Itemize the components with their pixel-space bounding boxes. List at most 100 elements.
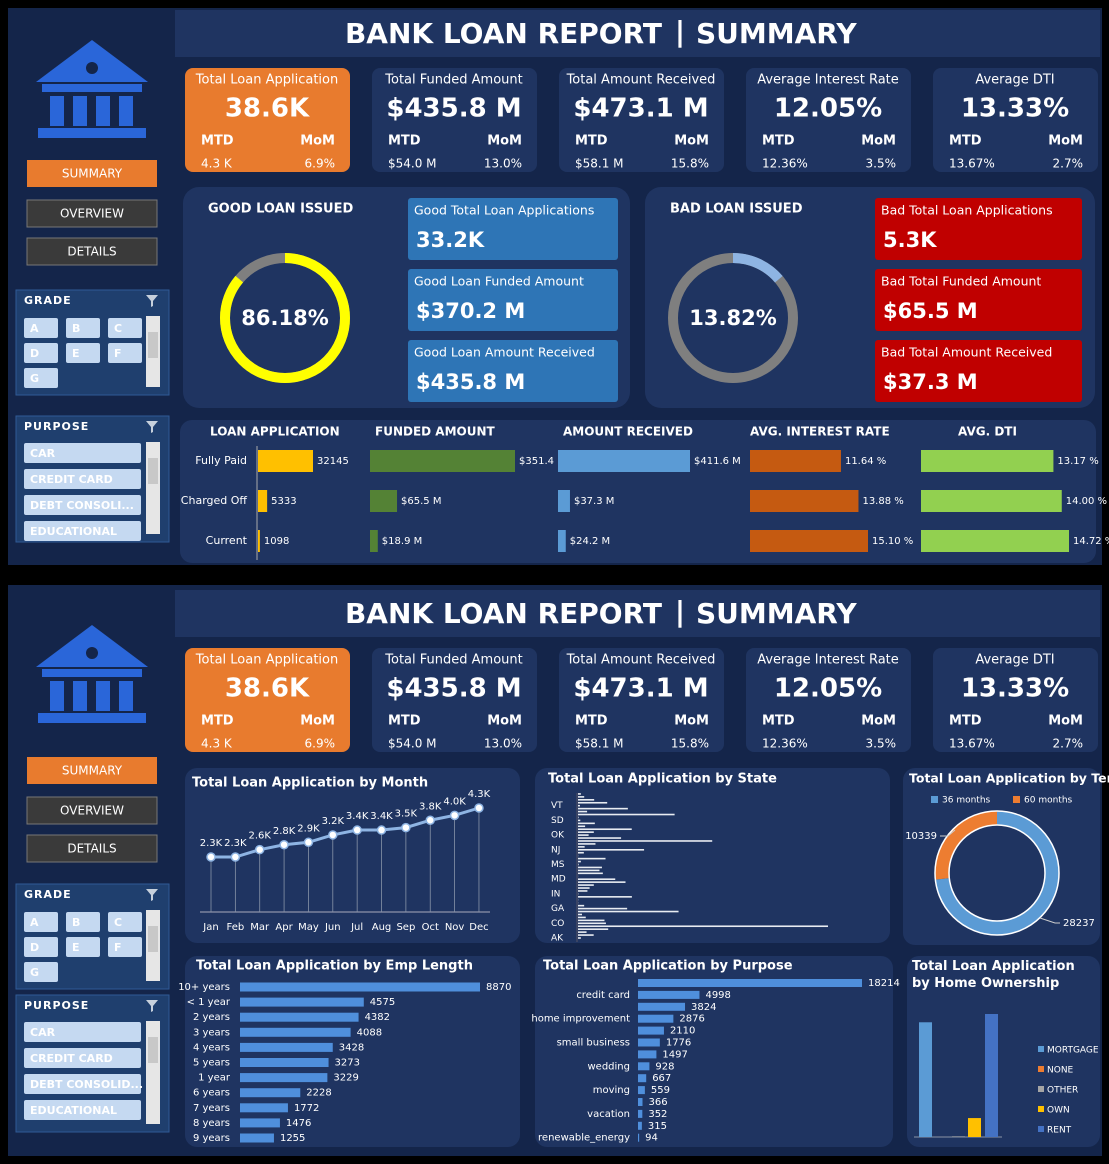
slicer-option[interactable] [108, 318, 142, 338]
slicer-option[interactable] [66, 318, 100, 338]
bar [578, 799, 595, 801]
bar [240, 1012, 359, 1022]
slicer-option-label[interactable]: EDUCATIONAL [30, 525, 117, 538]
slicer-option[interactable] [24, 469, 141, 489]
slicer-option-label[interactable]: CAR [30, 447, 56, 460]
nav-button-label[interactable]: DETAILS [67, 245, 116, 259]
slicer-option[interactable] [24, 521, 141, 541]
slicer-option-label[interactable]: EDUCATIONAL [30, 1104, 117, 1117]
slicer-option-label[interactable]: D [30, 941, 39, 954]
slicer-option[interactable] [24, 1022, 141, 1042]
slicer-option[interactable] [24, 343, 58, 363]
scroll-thumb [148, 332, 158, 358]
slicer-option-label[interactable]: A [30, 916, 39, 929]
bar-label: 13.88 % [862, 496, 903, 507]
slicer-option-label[interactable]: CREDIT CARD [30, 473, 113, 486]
nav-button-label[interactable]: DETAILS [67, 842, 116, 856]
slicer-option[interactable] [24, 495, 141, 515]
slicer-option-label[interactable]: C [114, 916, 122, 929]
nav-button[interactable] [26, 796, 158, 825]
slicer-option[interactable] [24, 1048, 141, 1068]
bar-label: 2876 [679, 1014, 704, 1025]
data-bar [258, 490, 268, 512]
kpi-mtd-value: $54.0 M [388, 157, 437, 171]
bar [578, 843, 596, 845]
slicer-option[interactable] [66, 937, 100, 957]
column-header: LOAN APPLICATION [210, 425, 340, 439]
nav-button-label[interactable]: SUMMARY [62, 167, 123, 181]
leader-line [940, 829, 956, 837]
slicer-option-label[interactable]: G [30, 966, 39, 979]
legend-label: 36 months [942, 796, 991, 806]
y-tick-label: IN [551, 889, 560, 899]
bar [638, 1121, 642, 1130]
slicer-option[interactable] [24, 443, 141, 463]
nav-button[interactable] [26, 199, 158, 228]
slicer-option-label[interactable]: E [72, 941, 80, 954]
line-point [206, 852, 216, 862]
bar-label: 4998 [705, 990, 730, 1001]
slicer-option-label[interactable]: DEBT CONSOLI... [30, 499, 134, 512]
bar [578, 925, 828, 928]
header-bar [175, 10, 1100, 57]
slicer-option-label[interactable]: F [114, 941, 122, 954]
slicer-option-label[interactable]: CAR [30, 1026, 56, 1039]
loan-card-label: Good Total Loan Applications [414, 203, 594, 218]
slicer-option[interactable] [66, 343, 100, 363]
nav-button[interactable] [26, 237, 158, 266]
bar [240, 1073, 328, 1083]
nav-button-label[interactable]: OVERVIEW [60, 804, 124, 818]
kpi-value: 13.33% [961, 94, 1069, 124]
row-label: Fully Paid [195, 454, 247, 467]
nav-button[interactable] [27, 757, 157, 784]
y-tick-label: MS [551, 860, 565, 870]
x-tick-label: Jul [350, 922, 363, 933]
slicer-option[interactable] [24, 368, 58, 388]
slicer-option-label[interactable]: F [114, 347, 122, 360]
slicer-option[interactable] [108, 937, 142, 957]
slicer-option[interactable] [108, 343, 142, 363]
donut-edge [948, 824, 1046, 922]
data-bar [370, 530, 378, 552]
bar [578, 840, 713, 842]
slicer-option-label[interactable]: E [72, 347, 80, 360]
kpi-title: Total Loan Application [195, 73, 338, 88]
nav-button-label[interactable]: OVERVIEW [60, 207, 124, 221]
slicer-option[interactable] [66, 912, 100, 932]
legend-label: OTHER [1047, 1086, 1078, 1096]
bar-label: 4088 [357, 1027, 382, 1038]
point-label: 2.9K [297, 823, 320, 834]
bar [578, 916, 586, 919]
slicer-option[interactable] [24, 318, 58, 338]
slicer-option[interactable] [24, 937, 58, 957]
slicer-option-label[interactable]: DEBT CONSOLID... [30, 1078, 143, 1091]
slicer-option-label[interactable]: A [30, 322, 39, 335]
slicer-option-label[interactable]: B [72, 322, 80, 335]
slicer-option[interactable] [24, 1100, 141, 1120]
legend-label: NONE [1047, 1066, 1074, 1076]
bar [240, 1058, 329, 1067]
data-bar [258, 530, 260, 552]
slicer-option[interactable] [24, 962, 58, 982]
slicer-option-label[interactable]: CREDIT CARD [30, 1052, 113, 1065]
nav-button[interactable] [26, 834, 158, 863]
slicer-title: PURPOSE [24, 420, 89, 433]
bar [638, 1050, 657, 1059]
line-point [279, 840, 289, 850]
report-title: BANK LOAN REPORT [345, 597, 662, 630]
loan-card-value: 5.3K [883, 228, 937, 252]
icon-column [73, 96, 87, 126]
slicer-option-label[interactable]: D [30, 347, 39, 360]
nav-button-label[interactable]: SUMMARY [62, 764, 123, 778]
slicer-option[interactable] [108, 912, 142, 932]
nav-button[interactable] [27, 160, 157, 187]
slicer-option[interactable] [24, 1074, 141, 1094]
slicer-option-label[interactable]: B [72, 916, 80, 929]
slicer-option[interactable] [24, 912, 58, 932]
kpi-mtd-label: MTD [575, 134, 608, 149]
slicer-option-label[interactable]: G [30, 372, 39, 385]
slicer-option-label[interactable]: C [114, 322, 122, 335]
slicer-title: GRADE [24, 294, 72, 307]
loan-panel-title: BAD LOAN ISSUED [670, 202, 803, 217]
kpi-mtd-value: 13.67% [949, 157, 995, 171]
